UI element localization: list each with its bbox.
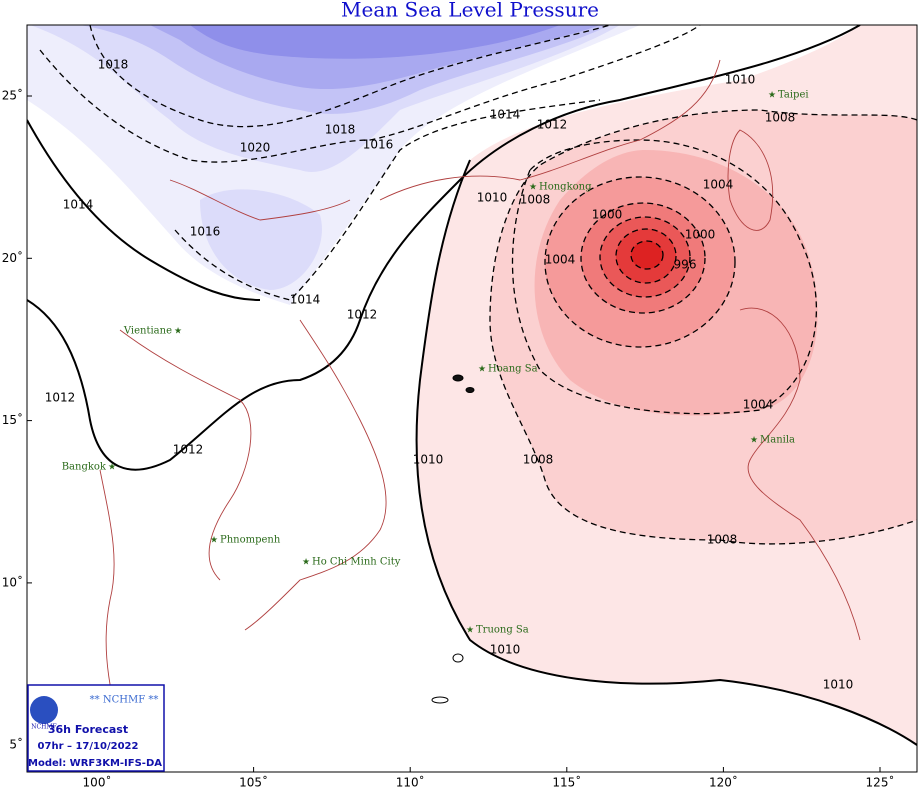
labels: 100˚ 105˚ 110˚ 115˚ 120˚ 125˚ 25˚ 20˚ 15˚ 10˚ 5˚ 10… — [2, 58, 895, 790]
city-marker: ★ — [768, 91, 776, 101]
contour-label: 1000 — [685, 228, 716, 242]
model: Model: WRF3KM-IFS-DA — [28, 758, 162, 769]
contour-label: 1018 — [325, 123, 356, 137]
contour-label: 1004 — [545, 253, 576, 267]
city-label: Hoang Sa — [488, 364, 538, 375]
contour-label: 1018 — [98, 58, 129, 72]
contour-label: 1000 — [592, 208, 623, 222]
contour-label: 1014 — [490, 108, 521, 122]
logo-text: NCHMF — [31, 724, 56, 731]
city-marker: ★ — [529, 183, 537, 193]
lon-label: 125˚ — [866, 775, 895, 790]
lon-label: 115˚ — [552, 775, 581, 790]
map-title: Mean Sea Level Pressure — [341, 0, 599, 22]
contour-label: 1004 — [703, 178, 734, 192]
contour-label: 1010 — [477, 191, 508, 205]
contour-label: 1012 — [537, 118, 568, 132]
lon-label: 110˚ — [396, 775, 425, 790]
contour-label: 1008 — [523, 453, 554, 467]
city-marker: ★ — [466, 626, 474, 636]
info-box: NCHMF ** NCHMF ** 36h Forecast 07hr – 17… — [27, 684, 165, 772]
contour-label: 1012 — [347, 308, 378, 322]
city-marker: ★ — [302, 558, 310, 568]
lat-label: 20˚ — [2, 250, 23, 265]
contour-label: 1016 — [363, 138, 394, 152]
city-label: Truong Sa — [476, 625, 529, 636]
contour-label: 1010 — [490, 643, 521, 657]
lon-label: 100˚ — [83, 775, 112, 790]
contour-label: 1010 — [413, 453, 444, 467]
lon-label: 120˚ — [709, 775, 738, 790]
agency: ** NCHMF ** — [90, 695, 159, 706]
contour-label: 1014 — [290, 293, 321, 307]
logo — [30, 696, 58, 724]
city-label: Ho Chi Minh City — [312, 557, 401, 568]
contour-label: 1020 — [240, 141, 271, 155]
city-label: Vientiane — [123, 326, 172, 337]
map-frame — [26, 24, 918, 773]
contour-label: 1014 — [63, 198, 94, 212]
forecast: 36h Forecast — [48, 723, 128, 736]
contour-label: 1010 — [823, 678, 854, 692]
contour-label: 1012 — [173, 443, 204, 457]
city-label: Manila — [760, 435, 795, 446]
contour-label: 1012 — [45, 391, 76, 405]
lat-label: 25˚ — [2, 88, 23, 103]
contour-label: 1010 — [725, 73, 756, 87]
lat-label: 10˚ — [2, 574, 23, 589]
lon-label: 105˚ — [239, 775, 268, 790]
contour-label: 1008 — [765, 111, 796, 125]
contour-label: 1008 — [707, 533, 738, 547]
forecast-time: 07hr – 17/10/2022 — [38, 741, 139, 752]
contour-label: 1004 — [743, 398, 774, 412]
pressure-field — [27, 25, 917, 772]
city-marker: ★ — [174, 327, 182, 337]
lat-label: 15˚ — [2, 412, 23, 427]
contour-label: 1016 — [190, 225, 221, 239]
lat-label: 5˚ — [9, 737, 23, 752]
city-marker: ★ — [210, 536, 218, 546]
contour-label: 996 — [674, 258, 697, 272]
city-label: Hongkong — [539, 182, 592, 193]
city-label: Bangkok — [62, 462, 107, 473]
city-marker: ★ — [478, 365, 486, 375]
city-label: Phnompenh — [220, 535, 281, 546]
city-marker: ★ — [750, 436, 758, 446]
contour-label: 1008 — [520, 193, 551, 207]
city-label: Taipei — [778, 90, 809, 101]
city-marker: ★ — [108, 463, 116, 473]
